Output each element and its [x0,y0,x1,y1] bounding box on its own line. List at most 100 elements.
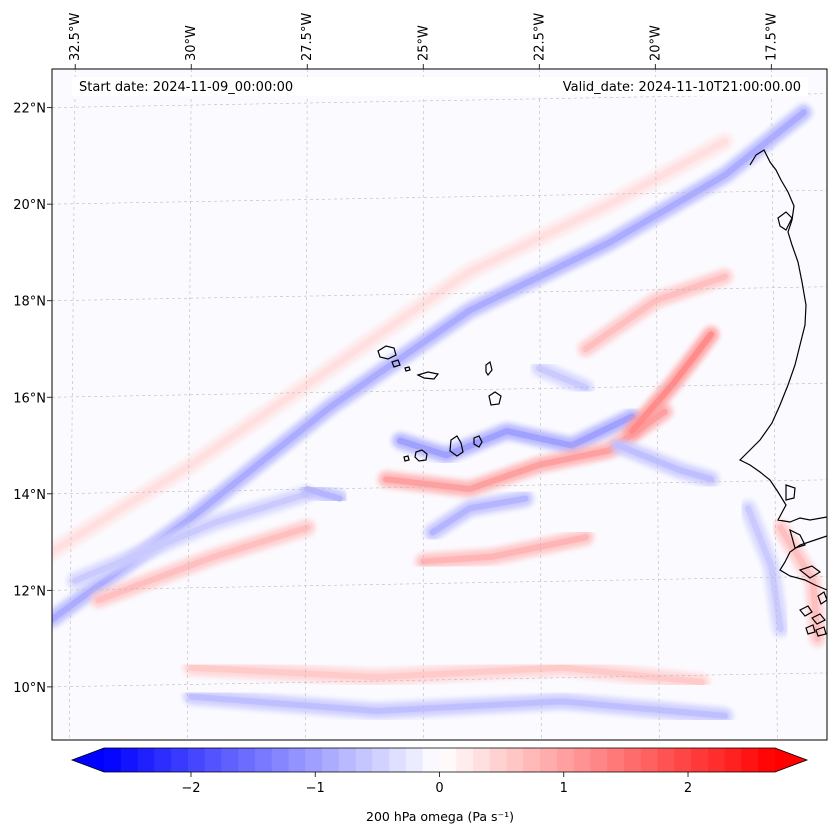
colorbar-tick-label: 1 [560,781,568,796]
omega-band-core-positive [188,664,705,686]
colorbar-outline [70,747,809,773]
lat-tick-label: 20°N [13,198,46,213]
lon-tick-label: 27.5°W [300,13,315,61]
colorbar-segment [724,748,742,772]
omega-band-core-negative [397,413,636,459]
colorbar-segment [104,748,122,772]
map-frame [51,68,828,741]
colorbar-segment [439,748,457,772]
omega-band-core-negative [745,505,784,632]
island-maio [473,435,483,448]
colorbar-extend-max [775,748,807,772]
omega-band-core-negative [188,693,728,719]
lon-tick-label: 32.5°W [68,13,83,61]
meridian-line [654,69,660,740]
island-brava [403,455,410,462]
lat-tick-label: 22°N [13,102,46,117]
colorbar-ticks: −2 −1 0 1 2 [181,772,692,796]
colorbar-segment [523,748,541,772]
colorbar-segment [238,748,256,772]
colorbar-segment [691,748,709,772]
meridian-line [304,69,308,740]
colorbar-segment [422,748,440,772]
lat-tick-label: 18°N [13,295,46,310]
colorbar-segment [456,748,474,772]
coastline-bays [777,211,822,579]
colorbar-segment [254,748,273,772]
colorbar-segment [305,748,323,772]
island-boa-vista [488,391,502,406]
colorbar-segment [137,748,155,772]
africa-coastline [738,149,827,523]
colorbar-segment [154,748,172,772]
colorbar-segment [624,748,642,772]
colorbar-label: 200 hPa omega (Pa s⁻¹) [366,809,514,824]
meridian-line [68,69,76,740]
island-santa-luzia [404,366,411,372]
omega-band-core-negative [52,109,807,623]
colorbar-segment [607,748,625,772]
colorbar-segment [187,748,206,772]
latitude-labels: 22°N 20°N 18°N 16°N 14°N 12°N 10°N [13,102,52,696]
omega-band-core-negative [536,365,589,391]
date-label-background [72,77,808,96]
omega-band-core-positive [629,331,714,435]
lat-tick-label: 10°N [13,681,46,696]
omega-band-core-negative [429,495,529,536]
colorbar-tick-label: 2 [684,781,692,796]
colorbar-tick-label: −1 [306,781,325,796]
omega-band-core-positive [582,273,728,352]
colorbar-segment [322,748,340,772]
longitude-labels: 32.5°W 30°W 27.5°W 25°W 22.5°W 20°W 17.5°W [68,13,779,69]
colorbar-segment [204,748,222,772]
lon-tick-label: 22.5°W [532,13,547,61]
omega-field [52,104,826,724]
coastline [377,149,827,637]
cape-verde-islands [377,345,502,462]
colorbar-segment [271,748,290,772]
colorbar-tick-label: −2 [181,781,200,796]
omega-band-core-negative [304,486,343,502]
colorbar-segment [171,748,189,772]
map-background [52,69,827,740]
colorbar-segment [573,748,591,772]
colorbar-segment [221,748,239,772]
omega-band-core-positive [420,534,589,565]
omega-band-core-negative [615,442,714,483]
island-santo-antao [377,345,397,360]
island-sao-vicente [391,359,401,368]
colorbar-segment [473,748,491,772]
lon-tick-label: 20°W [648,25,663,61]
colorbar-segment [741,748,759,772]
guinea-islands [799,591,827,637]
omega-band-core-negative [72,490,311,584]
island-fogo [414,449,428,462]
island-santiago [449,435,464,457]
island-sal [485,360,493,377]
lon-tick-label: 30°W [184,25,199,61]
lon-tick-label: 17.5°W [764,13,779,61]
omega-band-core-positive [95,524,311,603]
valid-date-label: Valid_date: 2024-11-10T21:00:00.00 [563,80,801,95]
lat-tick-label: 12°N [13,584,46,599]
colorbar [70,747,809,773]
colorbar-segment [640,748,659,772]
colorbar-extend-min [72,748,104,772]
africa-coastline-south [779,535,827,591]
colorbar-segment [338,748,357,772]
colorbar-segment [758,748,776,772]
start-date-label: Start date: 2024-11-09_00:00:00 [79,80,293,95]
meridian-line [538,69,542,740]
colorbar-tick-label: 0 [435,781,443,796]
meridian-line [186,69,192,740]
colorbar-segment [707,748,726,772]
colorbar-segment [120,748,139,772]
colorbar-segment [389,748,407,772]
meridian-line [771,69,778,740]
colorbar-segment [372,748,390,772]
island-sao-nicolau [416,371,440,380]
gridlines [52,69,827,740]
colorbar-segment [288,748,306,772]
